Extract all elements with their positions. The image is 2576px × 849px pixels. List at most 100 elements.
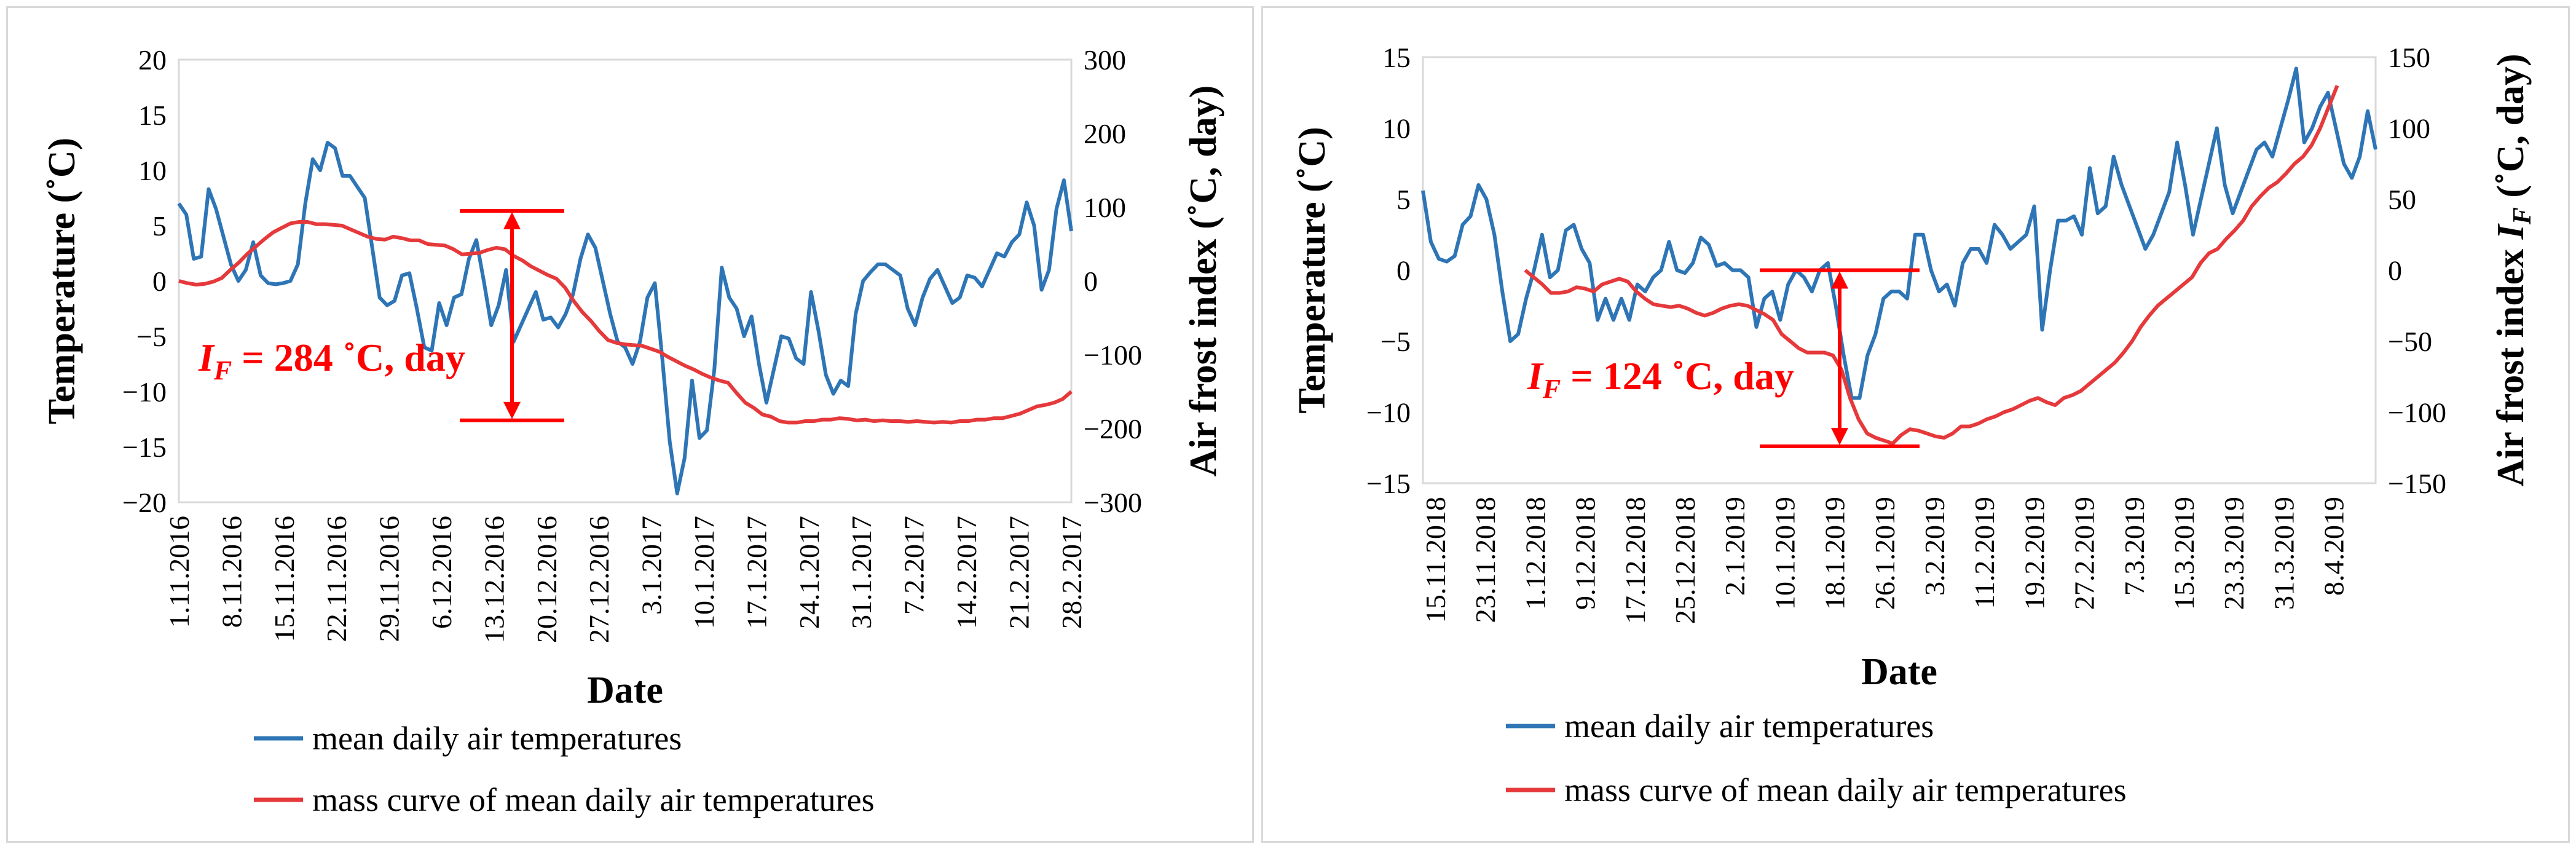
y2-tick-label: −150 [2388,468,2446,499]
x-tick-label: 3.1.2017 [636,516,668,615]
x-tick-label: 15.11.2016 [269,516,300,642]
x-tick-label: 15.3.2019 [2168,497,2200,610]
y2-tick-label: 0 [2388,255,2402,286]
x-tick-label: 2.1.2019 [1719,497,1751,596]
annotation-label: IF = 124 ˚C, day [1527,354,1794,404]
x-tick-label: 11.2.2019 [1969,497,2000,609]
y2-tick-label: 300 [1084,44,1126,76]
x-tick-label: 8.11.2016 [216,516,247,628]
x-tick-label: 19.2.2019 [2019,497,2050,610]
x-tick-label: 28.2.2017 [1056,516,1087,629]
y2-tick-label: 150 [2388,42,2430,73]
x-tick-label: 13.12.2016 [478,516,510,643]
y-tick-label: 5 [152,210,167,242]
x-tick-label: 17.1.2017 [741,516,772,629]
chart-panel-right: 15 10 5 0 −5 −10 −15 150 100 50 0 −50 −100 −150 15.11.… [1261,6,2570,843]
chart-left: 20 15 10 5 0 −5 −10 −15 −20 300 200 100 0 −100 −200 −30… [41,44,1224,818]
y2-tick-label: −50 [2388,326,2432,357]
annotation-sub: F [213,355,232,385]
annotation-var: I [1527,354,1544,398]
x-tick-label: 17.12.2018 [1620,497,1651,624]
x-tick-label: 25.12.2018 [1669,497,1701,624]
y-tick-label: −20 [122,487,167,518]
y2-tick-label: −100 [1084,339,1142,371]
plot-area [178,58,1073,503]
daily-temperature-line [1421,66,2377,400]
chart-panel-left: 20 15 10 5 0 −5 −10 −15 −20 300 200 100 0 −100 −200 −30… [6,6,1254,843]
x-tick-label: 7.2.2017 [899,516,930,615]
y2-tick-label: 100 [2388,113,2430,144]
y-axis-title: Temperature (˚C) [1291,127,1333,414]
y2-tick-label: 100 [1084,192,1126,223]
y-tick-label: 10 [138,155,167,186]
annotation-text: = 124 ˚C, day [1561,354,1794,398]
y-tick-label: −15 [1366,468,1411,499]
y2-tick-label: 0 [1084,266,1098,297]
x-tick-label: 1.12.2018 [1519,497,1551,610]
y-tick-label: 15 [138,100,167,131]
x-tick-label: 8.4.2019 [2318,497,2350,596]
legend-label: mean daily air temperatures [1564,708,1934,744]
x-tick-label: 1.11.2016 [163,516,195,628]
x-tick-label: 31.3.2019 [2268,497,2299,610]
y-tick-label: 20 [138,44,167,76]
y-tick-label: −5 [136,321,167,352]
y-tick-label: −15 [122,432,167,463]
x-tick-label: 24.1.2017 [794,516,825,629]
y2-axis-title-suffix: (˚C, day) [2490,53,2532,207]
annotation-arrow-head-up [503,212,521,229]
y2-axis-title: Air frost index IF (˚C, day) [2490,53,2537,486]
x-axis-title: Date [587,669,663,711]
y2-axis-title-prefix: Air frost index [2490,239,2532,486]
mass-curve-line [178,220,1073,425]
chart-right: 151050−5−10−15150100500−50−100−15015.11.… [1291,42,2537,808]
legend-label: mass curve of mean daily air temperature… [312,781,875,818]
x-tick-label: 9.12.2018 [1570,497,1601,610]
x-tick-label: 26.1.2019 [1869,497,1900,610]
y-axis-title: Temperature (˚C) [41,138,83,425]
annotation-var: I [198,336,215,379]
y-tick-label: −5 [1381,326,1411,357]
y2-axis-title-sub: F [2508,207,2537,225]
annotation-arrow-head-down [503,401,521,419]
x-tick-label: 6.12.2016 [426,516,457,629]
legend-label: mass curve of mean daily air temperature… [1564,772,2127,808]
y-tick-label: −10 [122,376,167,408]
x-tick-label: 31.1.2017 [846,516,877,629]
daily-temperature-line [177,141,1073,496]
x-tick-label: 7.3.2019 [2119,497,2150,596]
annotation-sub: F [1542,374,1561,404]
y2-tick-label: −200 [1084,413,1142,444]
y2-tick-label: −100 [2388,397,2446,428]
x-tick-label: 27.12.2016 [583,516,615,643]
y2-tick-label: 200 [1084,118,1126,149]
legend-label: mean daily air temperatures [312,720,682,757]
y2-axis-title: Air frost index (˚C, day) [1183,85,1224,477]
annotation-arrow-head-down [1831,427,1848,445]
x-tick-label: 23.3.2019 [2218,497,2250,610]
annotation-text: = 284 ˚C, day [232,336,465,379]
x-tick-label: 27.2.2019 [2069,497,2100,610]
x-tick-label: 10.1.2017 [688,516,720,629]
y2-axis-title-var: I [2490,223,2532,240]
y2-tick-label: 50 [2388,184,2416,215]
x-tick-label: 14.2.2017 [951,516,982,629]
x-tick-label: 21.2.2017 [1003,516,1034,629]
y-tick-label: 0 [1396,255,1411,286]
x-tick-label: 10.1.2019 [1769,497,1800,610]
x-tick-label: 3.2.2019 [1919,497,1950,596]
y-tick-label: −10 [1366,397,1411,428]
plot-area [1422,56,2377,484]
x-tick-label: 29.11.2016 [374,516,405,642]
y-tick-label: 0 [152,266,167,297]
x-tick-label: 15.11.2018 [1420,497,1451,623]
x-tick-label: 18.1.2019 [1819,497,1851,610]
y-tick-label: 5 [1396,184,1411,215]
y2-tick-label: −300 [1084,487,1142,518]
annotation-arrow-head-up [1831,271,1848,289]
x-tick-label: 22.11.2016 [321,516,352,642]
x-tick-label: 23.11.2018 [1470,497,1501,623]
x-tick-label: 20.12.2016 [531,516,562,643]
y-tick-label: 15 [1382,42,1411,73]
annotation-label: IF = 284 ˚C, day [198,336,465,385]
